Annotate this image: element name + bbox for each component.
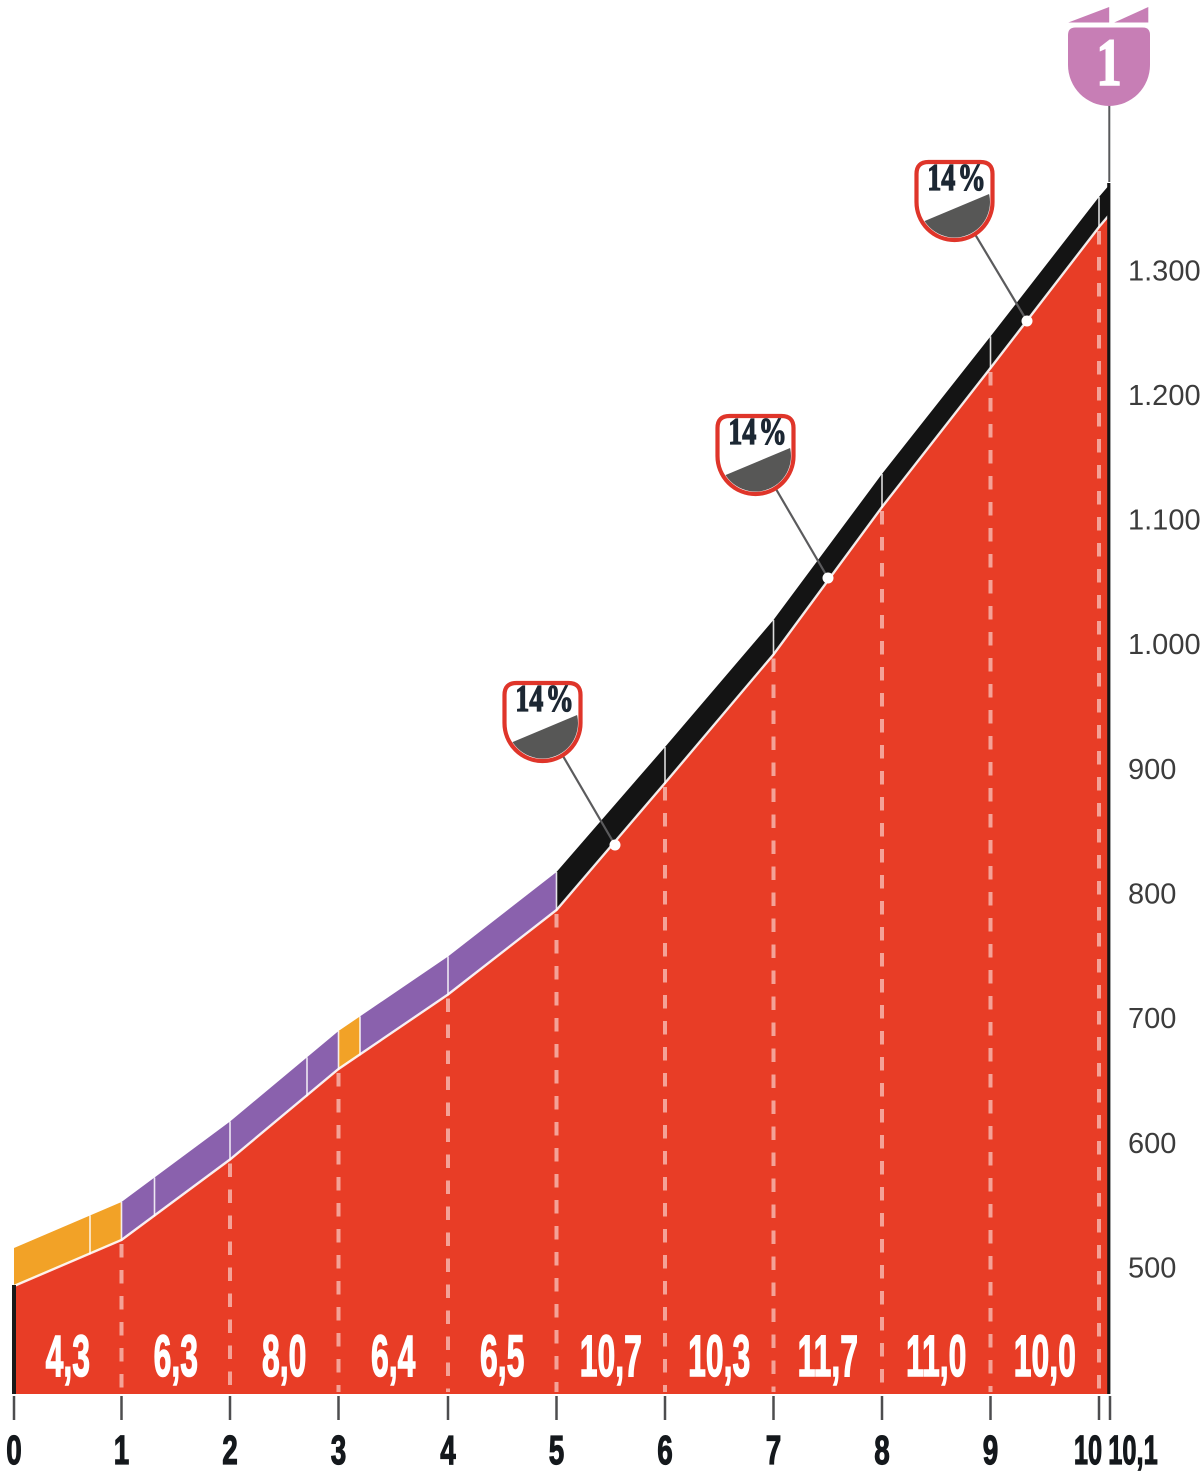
svg-text:1: 1 [1096, 25, 1121, 101]
svg-text:600: 600 [1128, 1128, 1176, 1160]
svg-text:14 %: 14 % [515, 678, 574, 720]
svg-text:9: 9 [983, 1428, 999, 1474]
svg-text:6,3: 6,3 [154, 1324, 198, 1388]
svg-text:1.000: 1.000 [1128, 629, 1200, 661]
svg-text:6: 6 [657, 1428, 673, 1474]
svg-text:10,3: 10,3 [688, 1324, 750, 1388]
svg-text:10,1: 10,1 [1108, 1428, 1157, 1474]
svg-text:6,5: 6,5 [480, 1324, 524, 1388]
svg-text:0: 0 [6, 1428, 22, 1474]
svg-text:800: 800 [1128, 879, 1176, 911]
svg-text:700: 700 [1128, 1003, 1176, 1035]
svg-text:900: 900 [1128, 754, 1176, 786]
svg-text:10,0: 10,0 [1014, 1324, 1076, 1388]
svg-text:1.200: 1.200 [1128, 380, 1200, 412]
svg-text:8,0: 8,0 [262, 1324, 306, 1388]
svg-text:7: 7 [766, 1428, 782, 1474]
svg-text:10: 10 [1074, 1428, 1102, 1474]
svg-text:14 %: 14 % [927, 157, 986, 199]
svg-text:2: 2 [222, 1428, 238, 1474]
svg-text:14 %: 14 % [728, 411, 787, 453]
svg-text:11,7: 11,7 [798, 1324, 858, 1388]
svg-text:3: 3 [331, 1428, 347, 1474]
svg-text:5: 5 [549, 1428, 565, 1474]
svg-text:4,3: 4,3 [46, 1324, 90, 1388]
svg-text:10,7: 10,7 [580, 1324, 642, 1388]
svg-text:11,0: 11,0 [906, 1324, 966, 1388]
svg-text:1.300: 1.300 [1128, 255, 1200, 287]
svg-text:500: 500 [1128, 1253, 1176, 1285]
svg-text:8: 8 [874, 1428, 890, 1474]
svg-text:1: 1 [114, 1428, 130, 1474]
svg-text:4: 4 [440, 1428, 456, 1474]
svg-text:6,4: 6,4 [371, 1324, 415, 1388]
svg-text:1.100: 1.100 [1128, 505, 1200, 537]
